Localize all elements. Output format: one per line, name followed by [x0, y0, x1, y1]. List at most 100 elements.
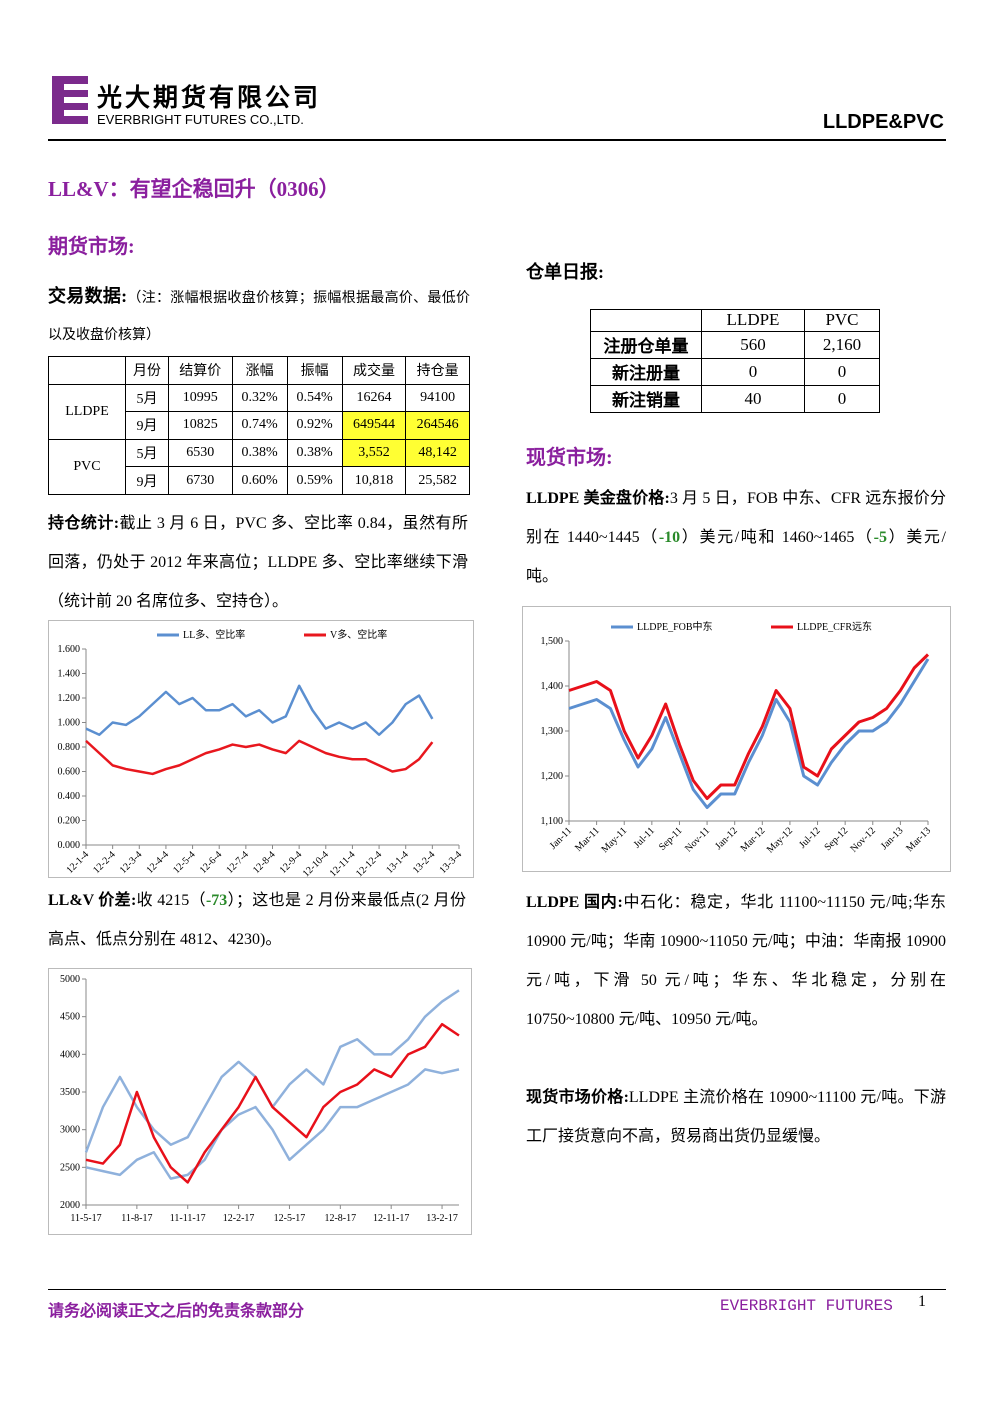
x-tick-label: 12-8-17 [324, 1213, 356, 1224]
header-cell: 结算价 [167, 356, 233, 385]
cell: 3,552 [341, 438, 407, 468]
row: 9月 6730 0.60% 0.59% 10,818 25,582 [49, 466, 470, 495]
y-tick-label: 2500 [60, 1162, 80, 1173]
y-tick-label: 1.400 [58, 669, 81, 680]
text: 3 月 5 日，FOB 中东、CFR 远东报价分别在 1440~1445（ [526, 490, 946, 546]
heading: 现货市场: [526, 447, 613, 469]
x-tick-label: 12-1-4 [64, 849, 91, 876]
text: ）美元/吨和 1460~1465（ [680, 529, 874, 546]
domestic: LLDPE 国内:中石化：稳定，华北 11100~11150 元/吨;华东 10… [526, 883, 946, 1039]
x-tick-label: Sep-12 [822, 825, 850, 853]
x-tick-label: 13-2-4 [411, 849, 438, 876]
change: -73 [205, 892, 228, 909]
header-cell: 月份 [125, 356, 169, 385]
row: 新注销量 40 0 [590, 384, 881, 414]
company-cn: 光大期货有限公司 [97, 85, 322, 112]
header-cell: LLDPE [701, 309, 805, 332]
cell: 264546 [405, 411, 470, 440]
cell: 0.32% [231, 383, 288, 413]
x-tick-label: 12-6-4 [198, 849, 225, 876]
label: LL&V 价差: [48, 892, 137, 909]
label: LLDPE 美金盘价格: [526, 490, 670, 507]
series-line [85, 1022, 460, 1184]
logo [52, 76, 88, 124]
cell: 560 [701, 330, 805, 359]
x-tick-label: Mar-12 [739, 825, 768, 854]
heading: 期货市场: [48, 236, 135, 258]
label: 持仓统计: [48, 515, 120, 532]
header-cell: 振幅 [286, 356, 343, 385]
x-tick-label: Sep-11 [657, 825, 685, 853]
x-tick-label: Jul-11 [632, 825, 657, 850]
text: LLDPE 主流价格在 10900~11100 元/吨。下游工厂接货意向不高，贸… [526, 1089, 946, 1145]
y-tick-label: 5000 [60, 974, 80, 985]
x-tick-label: Jan-12 [713, 825, 740, 852]
x-tick-label: 12-2-4 [91, 849, 118, 876]
row-label: 注册仓单量 [590, 330, 702, 359]
chart: 0.000 0.200 0.400 0.600 0.800 1.000 1.200 1.400… [48, 620, 474, 878]
x-tick-label: 11-8-17 [121, 1213, 152, 1224]
trading-table: 月份 结算价 涨幅 振幅 成交量 持仓量 LLDPE 5月 10995 0.32% 0.54% 162… [48, 356, 470, 496]
series-line [85, 684, 434, 736]
cell: 16264 [341, 383, 407, 413]
row: 9月 10825 0.74% 0.92% 649544 264546 [49, 411, 470, 440]
x-tick-label: Nov-11 [683, 825, 712, 854]
row: 新注册量 0 0 [590, 357, 881, 386]
y-tick-label: 0.600 [58, 767, 81, 778]
text: 截止 3 月 6 日，PVC 多、空比率 0.84，虽然有所回落，仍处于 201… [48, 515, 468, 610]
y-tick-label: 2000 [60, 1200, 80, 1211]
y-tick-label: 1,500 [541, 636, 564, 647]
spot-price: 现货市场价格:LLDPE 主流价格在 10900~11100 元/吨。下游工厂接… [526, 1078, 946, 1156]
x-tick-label: 12-5-4 [171, 849, 198, 876]
label: 交易数据: [48, 286, 128, 306]
y-tick-label: 0.000 [58, 840, 81, 851]
x-tick-label: Jan-13 [879, 825, 906, 852]
cell: 0 [803, 384, 881, 414]
legend-label: V多、空比率 [330, 628, 387, 641]
title: LL&V：有望企稳回升（0306） [48, 177, 340, 201]
group-cell: LLDPE [48, 383, 126, 440]
cell: 0.38% [286, 438, 343, 468]
cell: 2,160 [803, 330, 881, 359]
change: -10 [658, 529, 681, 546]
y-tick-label: 4500 [60, 1012, 80, 1023]
cell: 9月 [125, 411, 169, 440]
cell: 649544 [341, 411, 407, 440]
change: -5 [873, 529, 887, 546]
footer-rule [48, 1289, 946, 1290]
header-cell: 涨幅 [231, 356, 288, 385]
holdings: 持仓统计:截止 3 月 6 日，PVC 多、空比率 0.84，虽然有所回落，仍处… [48, 504, 468, 621]
x-tick-label: 13-3-4 [437, 849, 464, 876]
y-tick-label: 0.200 [58, 816, 81, 827]
x-tick-label: Jan-11 [548, 825, 574, 851]
row: 注册仓单量 560 2,160 [590, 330, 881, 359]
page-number: 1 [918, 1293, 926, 1310]
cell: 5月 [125, 438, 169, 468]
x-tick-label: Nov-12 [849, 825, 878, 854]
header-cell: PVC [803, 309, 881, 332]
text: 收 4215（ [136, 892, 206, 909]
x-tick-label: 12-11-4 [328, 849, 358, 878]
header-row: 月份 结算价 涨幅 振幅 成交量 持仓量 [48, 356, 470, 385]
x-tick-label: 12-8-4 [251, 849, 278, 876]
cell: 48,142 [405, 438, 470, 468]
x-tick-label: May-12 [765, 825, 795, 855]
series-line [568, 658, 930, 809]
x-tick-label: 12-7-4 [224, 849, 251, 876]
y-tick-label: 1,300 [541, 726, 564, 737]
x-tick-label: 12-10-4 [301, 849, 331, 878]
row-label: 新注销量 [590, 384, 702, 414]
row-label: 新注册量 [590, 357, 702, 386]
x-tick-label: 11-5-17 [70, 1213, 101, 1224]
product: LLDPE&PVC [822, 111, 944, 133]
row: LLDPE 5月 10995 0.32% 0.54% 16264 94100 [48, 383, 470, 440]
cell: 0.74% [231, 411, 288, 440]
cell: 0 [803, 357, 881, 386]
label: 现货市场价格: [526, 1089, 629, 1106]
heading: 仓单日报: [526, 262, 604, 282]
cell: 0.59% [286, 466, 343, 495]
cell: 9月 [125, 466, 169, 495]
series-line [85, 1068, 460, 1180]
series-line [568, 653, 930, 800]
